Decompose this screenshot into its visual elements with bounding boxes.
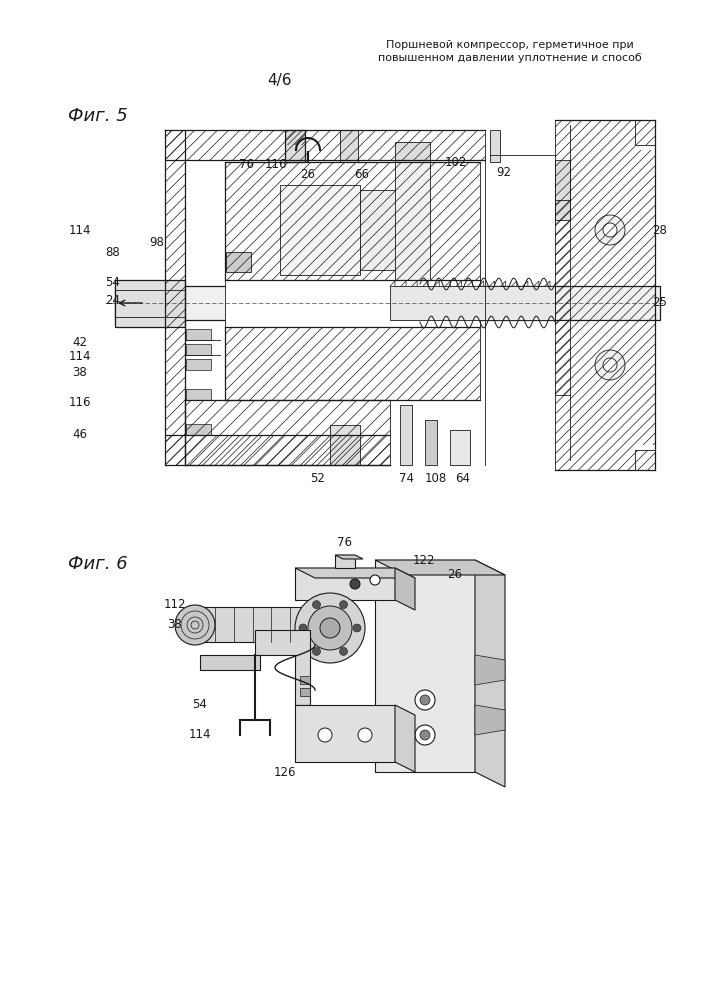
- Circle shape: [358, 728, 372, 742]
- Text: 114: 114: [69, 351, 91, 363]
- Circle shape: [339, 601, 348, 609]
- Polygon shape: [295, 568, 395, 600]
- Text: 4/6: 4/6: [268, 73, 292, 88]
- Polygon shape: [475, 705, 505, 735]
- Bar: [226, 252, 251, 272]
- Text: 108: 108: [425, 472, 447, 485]
- Text: 114: 114: [189, 728, 211, 742]
- Circle shape: [415, 690, 435, 710]
- Bar: [425, 420, 437, 465]
- Text: 24: 24: [105, 294, 120, 306]
- Bar: [186, 424, 211, 435]
- Polygon shape: [335, 555, 363, 559]
- Text: 54: 54: [105, 275, 120, 288]
- Circle shape: [415, 725, 435, 745]
- Text: Поршневой компрессор, герметичное при: Поршневой компрессор, герметичное при: [386, 40, 634, 50]
- Bar: [186, 329, 211, 340]
- Text: 38: 38: [73, 365, 88, 378]
- Text: 116: 116: [69, 395, 91, 408]
- Circle shape: [420, 730, 430, 740]
- Polygon shape: [475, 560, 505, 787]
- Text: 38: 38: [168, 618, 182, 632]
- Text: 114: 114: [69, 224, 91, 236]
- Bar: [555, 160, 570, 220]
- Text: 26: 26: [448, 568, 462, 582]
- Text: повышенном давлении уплотнение и способ: повышенном давлении уплотнение и способ: [378, 53, 642, 63]
- Polygon shape: [395, 568, 415, 610]
- Polygon shape: [475, 655, 505, 685]
- Polygon shape: [200, 655, 260, 670]
- Bar: [395, 142, 430, 162]
- Circle shape: [175, 605, 215, 645]
- Bar: [186, 359, 211, 370]
- Text: 116: 116: [264, 158, 287, 172]
- Bar: [360, 190, 420, 270]
- Text: 92: 92: [496, 165, 511, 178]
- Text: 88: 88: [105, 245, 120, 258]
- Polygon shape: [285, 130, 305, 162]
- Circle shape: [420, 695, 430, 705]
- Text: Фиг. 6: Фиг. 6: [68, 555, 128, 573]
- Polygon shape: [335, 555, 355, 568]
- Circle shape: [370, 575, 380, 585]
- Text: 76: 76: [238, 158, 254, 172]
- Text: 25: 25: [653, 296, 667, 308]
- Text: 42: 42: [73, 336, 88, 349]
- Text: 64: 64: [455, 472, 470, 485]
- Polygon shape: [375, 560, 475, 772]
- Text: 66: 66: [354, 168, 370, 182]
- Circle shape: [603, 358, 617, 372]
- Polygon shape: [255, 630, 310, 705]
- Bar: [490, 130, 500, 162]
- Text: 52: 52: [310, 472, 325, 485]
- Text: 122: 122: [413, 554, 436, 566]
- Circle shape: [299, 624, 307, 632]
- Text: 112: 112: [164, 598, 186, 611]
- Polygon shape: [375, 560, 505, 575]
- Text: 46: 46: [73, 428, 88, 442]
- Bar: [280, 185, 360, 275]
- Text: 98: 98: [150, 235, 165, 248]
- Circle shape: [595, 350, 625, 380]
- Circle shape: [320, 618, 340, 638]
- Bar: [300, 688, 310, 696]
- Text: 28: 28: [653, 224, 667, 236]
- Bar: [330, 425, 360, 465]
- Bar: [450, 430, 470, 465]
- Bar: [390, 286, 555, 320]
- Circle shape: [295, 593, 365, 663]
- Circle shape: [350, 579, 360, 589]
- Circle shape: [595, 215, 625, 245]
- Bar: [186, 344, 211, 355]
- Polygon shape: [295, 705, 395, 762]
- Text: Фиг. 5: Фиг. 5: [68, 107, 128, 125]
- Circle shape: [603, 223, 617, 237]
- Text: 26: 26: [300, 168, 315, 182]
- Bar: [115, 286, 660, 320]
- Circle shape: [339, 647, 348, 655]
- Text: 126: 126: [274, 766, 296, 778]
- Polygon shape: [295, 568, 415, 578]
- Polygon shape: [195, 607, 310, 642]
- Bar: [400, 405, 412, 465]
- Bar: [300, 676, 310, 684]
- Bar: [395, 162, 430, 280]
- Bar: [225, 280, 480, 327]
- Circle shape: [318, 728, 332, 742]
- Circle shape: [312, 601, 320, 609]
- Polygon shape: [395, 705, 415, 772]
- Circle shape: [308, 606, 352, 650]
- Text: 102: 102: [445, 155, 467, 168]
- Polygon shape: [115, 280, 185, 327]
- Text: 74: 74: [399, 472, 414, 485]
- Bar: [340, 130, 358, 162]
- Circle shape: [312, 647, 320, 655]
- Text: 54: 54: [192, 698, 207, 712]
- Bar: [186, 389, 211, 400]
- Text: 76: 76: [337, 536, 351, 548]
- Circle shape: [353, 624, 361, 632]
